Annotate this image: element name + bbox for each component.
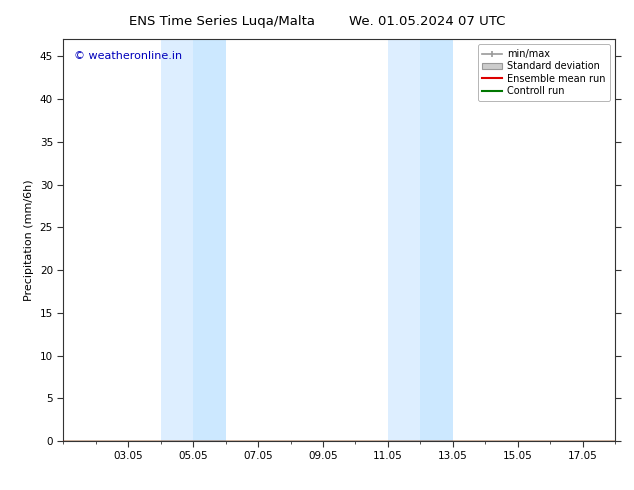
Text: ENS Time Series Luqa/Malta        We. 01.05.2024 07 UTC: ENS Time Series Luqa/Malta We. 01.05.202… <box>129 15 505 28</box>
Bar <box>193 39 226 441</box>
Legend: min/max, Standard deviation, Ensemble mean run, Controll run: min/max, Standard deviation, Ensemble me… <box>477 44 610 101</box>
Bar <box>161 39 193 441</box>
Bar <box>420 39 453 441</box>
Text: © weatheronline.in: © weatheronline.in <box>74 51 183 61</box>
Bar <box>388 39 420 441</box>
Y-axis label: Precipitation (mm/6h): Precipitation (mm/6h) <box>24 179 34 301</box>
